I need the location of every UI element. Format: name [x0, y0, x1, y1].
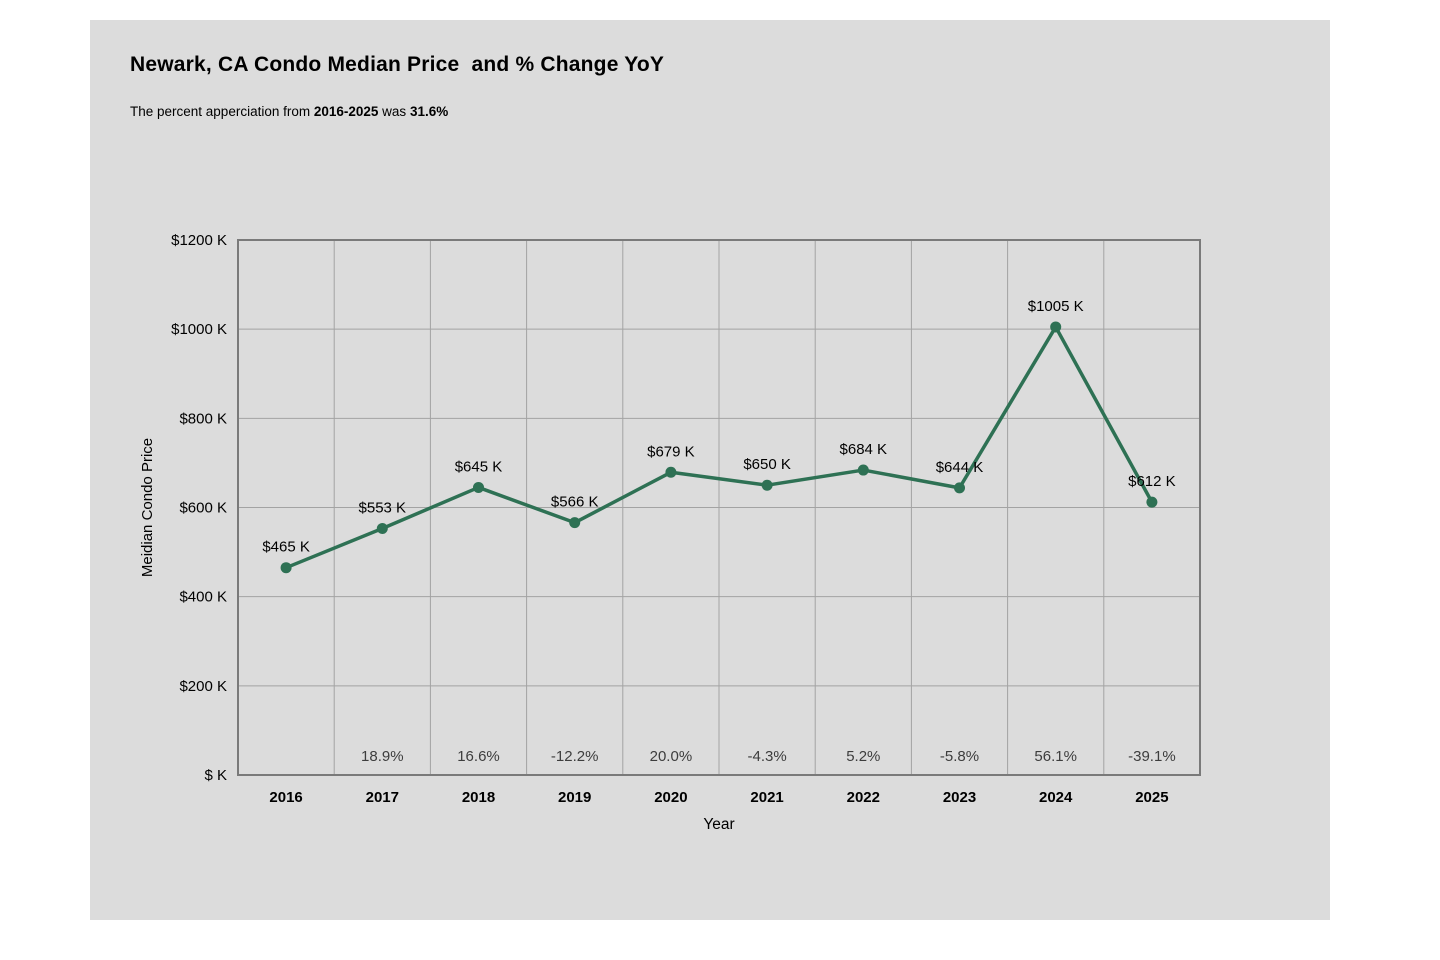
chart-panel: Newark, CA Condo Median Price and % Chan…	[90, 20, 1330, 920]
data-point	[376, 522, 388, 534]
x-tick-label: 2023	[943, 789, 976, 806]
pct-change-label: -39.1%	[1128, 748, 1176, 765]
pct-change-label: 18.9%	[361, 748, 404, 765]
pct-change-label: -12.2%	[551, 748, 599, 765]
data-point	[1146, 496, 1158, 508]
point-value-label: $645 K	[455, 458, 503, 475]
point-value-label: $612 K	[1128, 473, 1176, 490]
y-tick-label: $600 K	[179, 500, 227, 517]
data-point	[473, 481, 484, 493]
data-point	[1050, 321, 1062, 333]
point-value-label: $465 K	[262, 539, 310, 556]
pct-change-label: -4.3%	[748, 748, 787, 765]
point-value-label: $644 K	[936, 459, 984, 476]
data-point	[665, 466, 677, 478]
y-tick-label: $400 K	[179, 589, 227, 606]
pct-change-label: 20.0%	[650, 748, 693, 765]
data-point	[954, 482, 965, 494]
x-tick-label: 2025	[1135, 789, 1168, 806]
point-value-label: $1005 K	[1028, 298, 1084, 315]
point-value-label: $679 K	[647, 443, 695, 460]
pct-change-label: 16.6%	[457, 748, 500, 765]
x-axis-title: Year	[703, 816, 734, 833]
y-tick-label: $200 K	[179, 678, 227, 695]
chart-subtitle: The percent apperciation from 2016-2025 …	[130, 104, 448, 119]
x-tick-label: 2022	[847, 789, 880, 806]
y-tick-label: $1200 K	[171, 232, 227, 249]
data-point	[857, 464, 869, 476]
x-tick-label: 2017	[366, 789, 399, 806]
subtitle-mid: was	[378, 104, 410, 119]
point-value-label: $650 K	[743, 456, 791, 473]
x-tick-label: 2021	[750, 789, 783, 806]
y-axis-title: Meidian Condo Price	[139, 438, 156, 577]
pct-change-label: 5.2%	[846, 748, 880, 765]
subtitle-range: 2016-2025	[313, 104, 379, 119]
point-value-label: $553 K	[359, 499, 407, 516]
subtitle-value: 31.6%	[409, 104, 449, 119]
point-value-label: $566 K	[551, 494, 599, 511]
x-tick-label: 2020	[654, 789, 687, 806]
x-tick-label: 2018	[462, 789, 495, 806]
point-value-label: $684 K	[840, 441, 888, 458]
x-tick-label: 2019	[558, 789, 591, 806]
x-tick-label: 2024	[1039, 789, 1073, 806]
chart-title: Newark, CA Condo Median Price and % Chan…	[130, 53, 665, 76]
data-point	[569, 517, 581, 529]
y-tick-label: $1000 K	[171, 321, 227, 338]
plot-border	[237, 239, 1201, 776]
pct-change-label: 56.1%	[1034, 748, 1077, 765]
y-tick-label: $ K	[204, 767, 227, 784]
x-tick-label: 2016	[269, 789, 302, 806]
data-point	[761, 479, 773, 491]
pct-change-label: -5.8%	[940, 748, 979, 765]
price-line	[284, 325, 1154, 570]
chart-svg: $1200 K $1000 K $800 K $600 K $400 K $200 K $ …	[139, 232, 1201, 833]
data-point	[280, 562, 292, 574]
y-tick-label: $800 K	[179, 410, 227, 427]
subtitle-prefix: The percent apperciation from	[130, 104, 314, 119]
